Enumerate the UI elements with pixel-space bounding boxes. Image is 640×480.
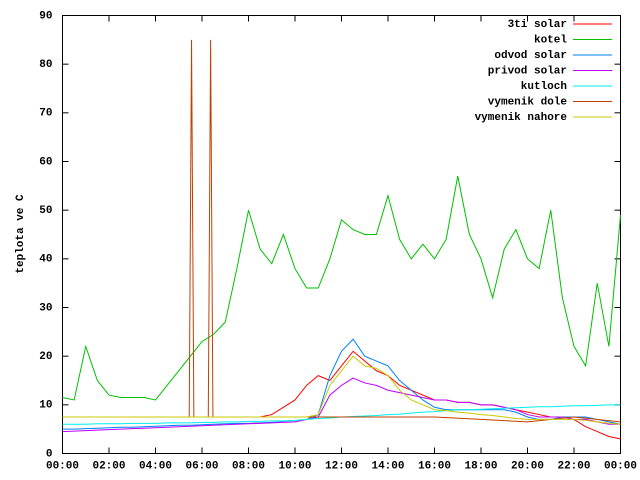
legend-label: kotel <box>534 34 567 46</box>
series-line <box>62 338 621 430</box>
series-line <box>62 355 621 425</box>
x-tick-label: 10:00 <box>278 460 311 472</box>
legend-label: 3ti solar <box>508 19 567 31</box>
x-tick-label: 16:00 <box>418 460 451 472</box>
x-tick-label: 18:00 <box>464 460 497 472</box>
x-tick-label: 00:00 <box>604 460 637 472</box>
y-tick-label: 70 <box>39 108 52 120</box>
x-tick-label: 04:00 <box>139 460 172 472</box>
legend-label: vymenik dole <box>488 96 568 108</box>
y-tick-label: 20 <box>39 351 52 363</box>
y-tick-label: 90 <box>39 10 52 22</box>
y-tick-label: 30 <box>39 302 52 314</box>
legend-label: privod solar <box>488 65 567 77</box>
y-tick-label: 10 <box>39 400 52 412</box>
x-tick-label: 02:00 <box>92 460 125 472</box>
y-tick-label: 40 <box>39 254 52 266</box>
x-tick-label: 20:00 <box>511 460 544 472</box>
x-tick-label: 06:00 <box>185 460 218 472</box>
y-tick-label: 80 <box>39 59 52 71</box>
y-tick-label: 0 <box>46 448 53 460</box>
y-tick-label: 50 <box>39 205 52 217</box>
x-tick-label: 00:00 <box>46 460 79 472</box>
x-tick-label: 08:00 <box>232 460 265 472</box>
legend-label: vymenik nahore <box>475 112 568 124</box>
x-tick-label: 14:00 <box>371 460 404 472</box>
legend-label: kutloch <box>521 81 567 93</box>
series-line <box>62 377 621 433</box>
legend-label: odvod solar <box>494 50 567 62</box>
series-line <box>62 176 621 401</box>
y-axis-label: teplota ve C <box>15 194 27 274</box>
x-tick-label: 22:00 <box>557 460 590 472</box>
y-tick-label: 60 <box>39 156 52 168</box>
x-tick-label: 12:00 <box>325 460 358 472</box>
